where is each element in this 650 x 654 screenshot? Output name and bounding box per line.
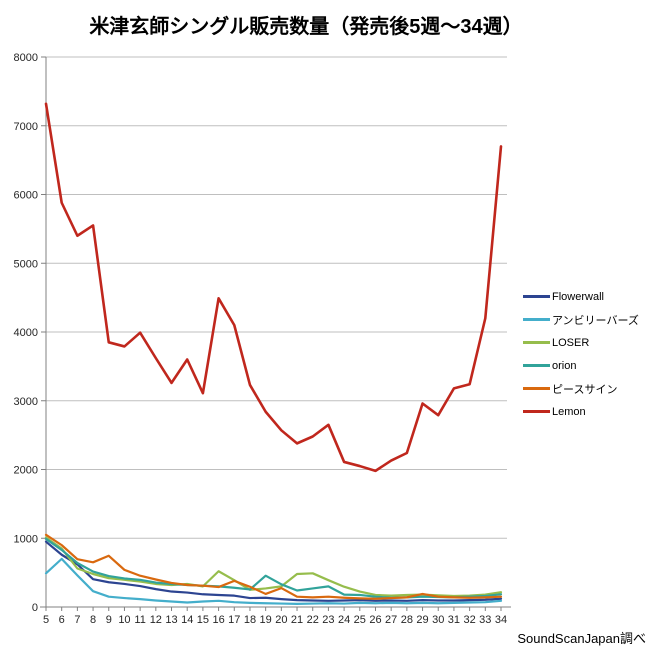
legend-item: ピースサイン bbox=[523, 380, 639, 397]
y-tick-label: 3000 bbox=[14, 396, 38, 408]
y-tick-label: 4000 bbox=[14, 327, 38, 339]
x-tick-label: 23 bbox=[322, 614, 334, 626]
x-tick-label: 26 bbox=[369, 614, 381, 626]
legend: Flowerwall アンビリーバーズ LOSER orion ピースサイン Lemon bbox=[523, 288, 639, 426]
x-tick-label: 6 bbox=[59, 614, 65, 626]
legend-label: Flowerwall bbox=[552, 290, 604, 303]
series-line-アンビリーバーズ bbox=[44, 557, 503, 606]
x-tick-label: 11 bbox=[134, 614, 145, 626]
series-line-orion bbox=[44, 537, 503, 599]
y-tick-label: 7000 bbox=[14, 121, 38, 133]
y-tick-label: 1000 bbox=[14, 533, 38, 545]
x-tick-label: 27 bbox=[385, 614, 397, 626]
x-tick-label: 7 bbox=[74, 614, 80, 626]
y-tick-label: 0 bbox=[32, 602, 38, 614]
series-line-ピースサイン bbox=[44, 533, 503, 600]
x-tick-label: 20 bbox=[275, 614, 287, 626]
y-tick-label: 8000 bbox=[14, 52, 38, 64]
y-tick-label: 2000 bbox=[14, 465, 38, 477]
legend-swatch bbox=[523, 295, 550, 298]
series-line-Flowerwall bbox=[44, 540, 503, 602]
x-tick-label: 10 bbox=[118, 614, 130, 626]
legend-swatch bbox=[523, 318, 550, 321]
x-tick-label: 9 bbox=[106, 614, 112, 626]
y-tick-label: 6000 bbox=[14, 190, 38, 202]
x-tick-label: 8 bbox=[90, 614, 96, 626]
legend-label: LOSER bbox=[552, 336, 590, 349]
x-tick-label: 17 bbox=[228, 614, 240, 626]
legend-label: Lemon bbox=[552, 405, 586, 418]
legend-label: orion bbox=[552, 359, 577, 372]
x-tick-label: 22 bbox=[307, 614, 319, 626]
legend-swatch bbox=[523, 387, 550, 390]
legend-item: orion bbox=[523, 357, 639, 374]
x-tick-label: 14 bbox=[181, 614, 193, 626]
legend-item: Lemon bbox=[523, 403, 639, 420]
x-tick-label: 5 bbox=[43, 614, 49, 626]
x-tick-label: 33 bbox=[479, 614, 491, 626]
legend-swatch bbox=[523, 364, 550, 367]
x-tick-label: 30 bbox=[432, 614, 444, 626]
x-tick-label: 25 bbox=[354, 614, 366, 626]
legend-item: Flowerwall bbox=[523, 288, 639, 305]
legend-item: LOSER bbox=[523, 334, 639, 351]
source-credit: SoundScanJapan調べ bbox=[517, 631, 646, 646]
y-tick-label: 5000 bbox=[14, 258, 38, 270]
legend-swatch bbox=[523, 341, 550, 344]
series-line-LOSER bbox=[44, 536, 503, 598]
legend-swatch bbox=[523, 410, 550, 413]
legend-label: アンビリーバーズ bbox=[552, 314, 639, 327]
x-tick-label: 19 bbox=[260, 614, 272, 626]
legend-item: アンビリーバーズ bbox=[523, 311, 639, 328]
x-tick-label: 34 bbox=[495, 614, 507, 626]
x-tick-label: 24 bbox=[338, 614, 350, 626]
x-tick-label: 31 bbox=[448, 614, 460, 626]
chart-title: 米津玄師シングル販売数量（発売後5週～34週） bbox=[89, 16, 523, 38]
x-tick-label: 18 bbox=[244, 614, 256, 626]
x-tick-label: 12 bbox=[150, 614, 162, 626]
x-tick-label: 15 bbox=[197, 614, 209, 626]
series-line-Lemon bbox=[44, 102, 503, 473]
x-tick-label: 32 bbox=[463, 614, 475, 626]
x-tick-label: 16 bbox=[212, 614, 224, 626]
x-tick-label: 21 bbox=[291, 614, 303, 626]
legend-label: ピースサイン bbox=[552, 383, 618, 396]
x-tick-label: 28 bbox=[401, 614, 413, 626]
x-tick-label: 13 bbox=[165, 614, 177, 626]
x-tick-label: 29 bbox=[416, 614, 428, 626]
